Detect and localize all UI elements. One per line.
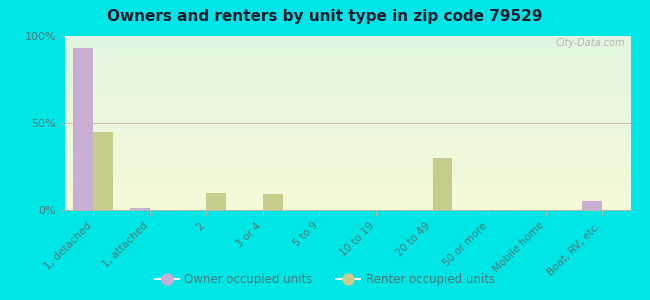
Text: City-Data.com: City-Data.com — [555, 38, 625, 48]
Bar — [582, 201, 602, 210]
Legend: Owner occupied units, Renter occupied units: Owner occupied units, Renter occupied un… — [150, 269, 500, 291]
Bar — [207, 193, 226, 210]
Bar — [94, 132, 113, 210]
Bar — [263, 194, 283, 210]
Bar — [130, 208, 150, 210]
Bar — [73, 48, 94, 210]
Text: Owners and renters by unit type in zip code 79529: Owners and renters by unit type in zip c… — [107, 9, 543, 24]
Bar — [433, 158, 452, 210]
